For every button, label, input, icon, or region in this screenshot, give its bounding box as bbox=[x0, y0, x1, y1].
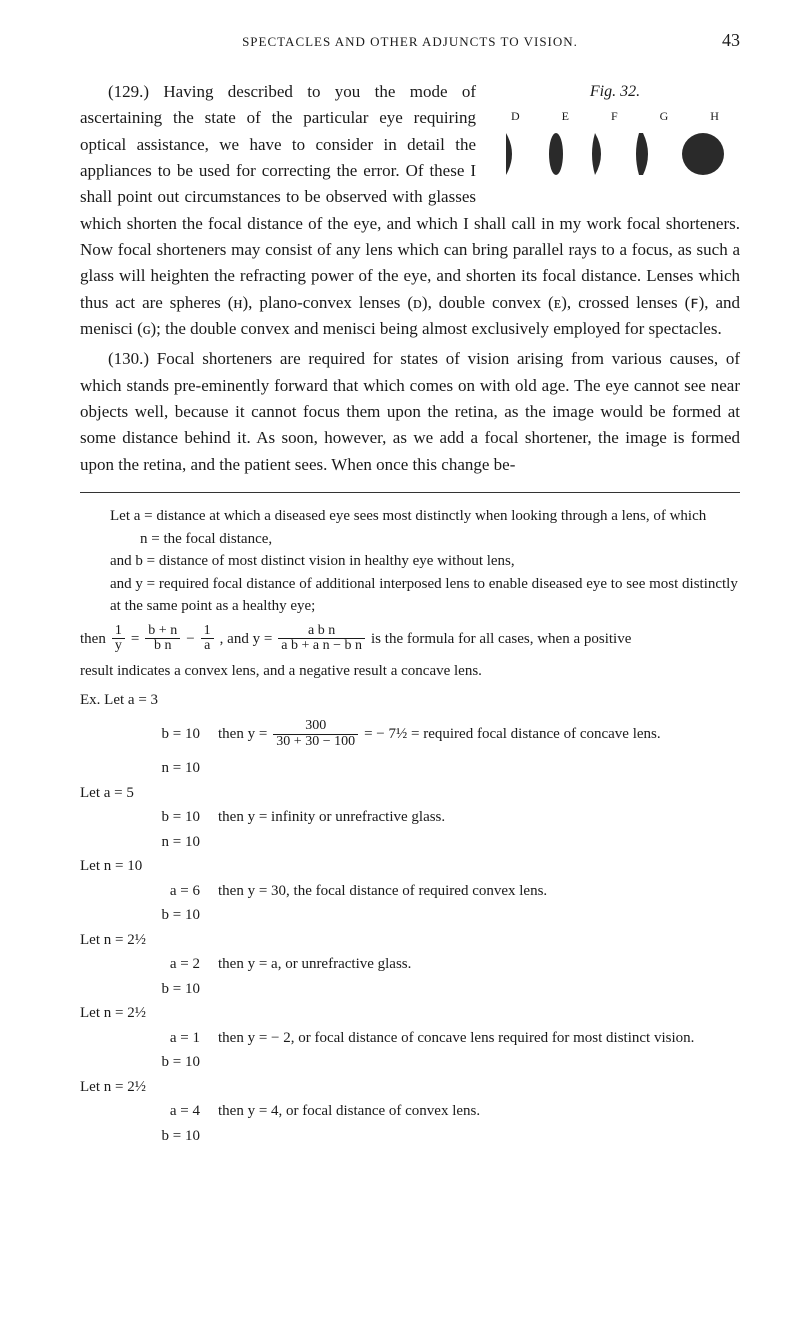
running-header: SPECTACLES AND OTHER ADJUNCTS TO VISION.… bbox=[80, 30, 740, 51]
lens-h-icon bbox=[680, 131, 726, 177]
lens-e-icon bbox=[547, 131, 565, 177]
r14l: b = 10 bbox=[162, 1054, 200, 1070]
r7r: then y = 30, the focal distance of requi… bbox=[218, 880, 740, 903]
r2l: n = 10 bbox=[162, 760, 200, 776]
result-line: result indicates a convex lens, and a ne… bbox=[80, 660, 740, 683]
def-a: Let a = distance at which a diseased eye… bbox=[110, 505, 740, 528]
r11l: b = 10 bbox=[162, 981, 200, 997]
r7l: a = 6 bbox=[170, 883, 200, 899]
r15l: Let n = 2½ bbox=[80, 1079, 146, 1095]
figure-32: Fig. 32. D E F G H bbox=[490, 83, 740, 182]
ex-label: Ex. bbox=[80, 692, 100, 708]
lens-d-icon bbox=[504, 131, 520, 177]
r1r: then y = 300 30 + 30 − 100 = − 7½ = requ… bbox=[218, 719, 740, 749]
r5l: n = 10 bbox=[162, 834, 200, 850]
page-number: 43 bbox=[710, 30, 740, 51]
r10l: a = 2 bbox=[170, 956, 200, 972]
page: SPECTACLES AND OTHER ADJUNCTS TO VISION.… bbox=[0, 0, 800, 1187]
r4r: then y = infinity or unrefractive glass. bbox=[218, 806, 740, 829]
frac-1a: 1 a bbox=[201, 624, 214, 654]
def-n: n = the focal distance, bbox=[140, 528, 740, 551]
r8l: b = 10 bbox=[162, 907, 200, 923]
footnote-rule bbox=[80, 492, 740, 493]
r1-suffix: = − 7½ = required focal distance of conc… bbox=[364, 723, 661, 746]
r13r: then y = − 2, or focal distance of conca… bbox=[218, 1027, 740, 1050]
def-b: and b = distance of most distinct vision… bbox=[110, 550, 740, 573]
figure-caption: Fig. 32. bbox=[490, 83, 740, 101]
r16l: a = 4 bbox=[170, 1103, 200, 1119]
example-grid: Ex. Let a = 3 b = 10 then y = 300 30 + 3… bbox=[80, 689, 740, 1148]
then-word: then bbox=[80, 628, 106, 651]
running-title: SPECTACLES AND OTHER ADJUNCTS TO VISION. bbox=[110, 34, 710, 50]
formula-tail: is the formula for all cases, when a pos… bbox=[371, 628, 631, 651]
footnote-block: Let a = distance at which a diseased eye… bbox=[80, 505, 740, 1147]
lens-label-g: G bbox=[660, 109, 669, 124]
lens-f-icon bbox=[592, 131, 608, 177]
def-y: and y = required focal distance of addit… bbox=[110, 573, 740, 618]
lens-label-h: H bbox=[710, 109, 719, 124]
equals-1: = bbox=[131, 628, 139, 651]
paragraph-130: (130.) Focal shorteners are required for… bbox=[80, 346, 740, 478]
r9l: Let n = 2½ bbox=[80, 932, 146, 948]
r12l: Let n = 2½ bbox=[80, 1005, 146, 1021]
lens-g-icon bbox=[635, 131, 653, 177]
lens-label-f: F bbox=[611, 109, 618, 124]
frac-bn: b + n b n bbox=[145, 624, 180, 654]
r1l: b = 10 bbox=[162, 726, 200, 742]
frac-1y: 1 y bbox=[112, 624, 125, 654]
r13l: a = 1 bbox=[170, 1030, 200, 1046]
r1-prefix: then y = bbox=[218, 723, 267, 746]
r6l: Let n = 10 bbox=[80, 858, 142, 874]
frac-abn: a b n a b + a n − b n bbox=[278, 624, 365, 654]
lens-label-d: D bbox=[511, 109, 520, 124]
r17l: b = 10 bbox=[162, 1128, 200, 1144]
minus-sign: − bbox=[186, 628, 194, 651]
formula-line: then 1 y = b + n b n − 1 a , and y = a b… bbox=[80, 624, 740, 654]
and-y: , and y = bbox=[220, 628, 273, 651]
r10r: then y = a, or unrefractive glass. bbox=[218, 953, 740, 976]
r3l: Let a = 5 bbox=[80, 785, 134, 801]
r1-frac: 300 30 + 30 − 100 bbox=[273, 719, 358, 749]
r0l: Let a = 3 bbox=[104, 692, 158, 708]
lens-label-e: E bbox=[562, 109, 569, 124]
r4l: b = 10 bbox=[162, 809, 200, 825]
r16r: then y = 4, or focal distance of convex … bbox=[218, 1100, 740, 1123]
